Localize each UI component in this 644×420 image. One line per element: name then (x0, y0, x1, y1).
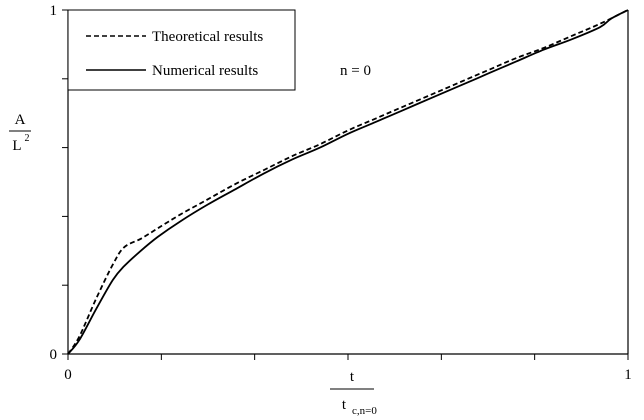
y-label-superscript: 2 (25, 133, 30, 144)
y-label-numerator: A (15, 112, 26, 128)
series-line-numerical (67, 9, 629, 355)
x-tick-label: 1 (624, 367, 632, 383)
y-tick-label: 1 (50, 3, 58, 19)
x-label-numerator: t (350, 369, 355, 385)
series-layer (67, 9, 629, 355)
annotation-n-equals-0: n = 0 (340, 63, 371, 79)
y-label-denominator: L (12, 138, 21, 154)
legend: Theoretical results Numerical results (67, 9, 296, 91)
legend-box (67, 9, 296, 91)
x-label-denominator: t (342, 397, 347, 413)
legend-label-theoretical: Theoretical results (152, 29, 263, 45)
y-axis-label: A L 2 (9, 112, 31, 154)
tick-layer: 0 1 0 1 (50, 3, 632, 383)
x-axis-label: t t c,n=0 (330, 369, 377, 417)
x-tick-label: 0 (64, 367, 72, 383)
y-tick-label: 0 (50, 347, 58, 363)
x-label-subscript: c,n=0 (352, 405, 377, 417)
legend-label-numerical: Numerical results (152, 63, 258, 79)
